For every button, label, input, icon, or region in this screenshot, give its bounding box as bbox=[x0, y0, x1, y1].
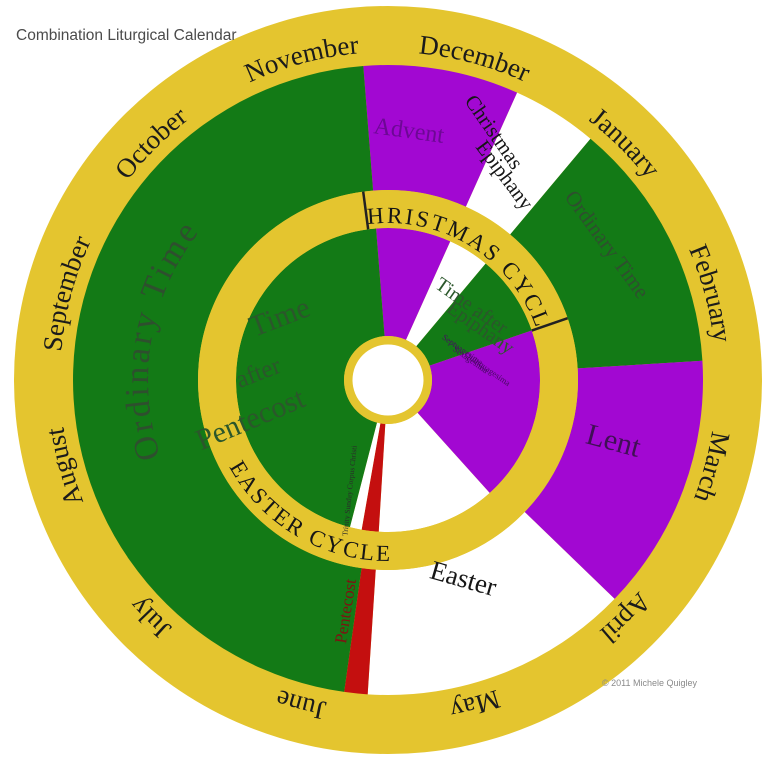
pre-lent-wedge bbox=[417, 330, 541, 493]
lent-wedge bbox=[524, 360, 703, 599]
christmas-cycle-end-bracket bbox=[531, 316, 569, 332]
pentecost-wedge bbox=[344, 568, 376, 695]
time-after-pentecost-wedge bbox=[235, 228, 385, 528]
advent-inner-wedge bbox=[376, 228, 451, 340]
copyright-text: © 2011 Michele Quigley bbox=[602, 678, 698, 688]
trinity-sliver-wedge bbox=[349, 422, 381, 530]
inner-pie bbox=[235, 228, 541, 533]
easter-inner-wedge bbox=[378, 412, 490, 533]
cycle-gold-ring bbox=[198, 190, 578, 570]
pentecost-inner-wedge bbox=[361, 423, 386, 532]
christmas-epiphany-wedge bbox=[465, 92, 591, 235]
page-title: Combination Liturgical Calendar bbox=[16, 27, 237, 44]
christmas-cycle-start-bracket bbox=[361, 191, 370, 230]
time-after-epiphany-wedge bbox=[416, 263, 532, 366]
ordinary-time-1-wedge bbox=[510, 138, 703, 369]
easter-wedge bbox=[367, 511, 615, 695]
seasons-ring bbox=[73, 64, 703, 695]
christmas-inner-wedge bbox=[406, 241, 486, 347]
ordinary-time-2-wedge bbox=[73, 65, 374, 692]
center-circle bbox=[352, 344, 424, 416]
advent-wedge bbox=[363, 64, 518, 207]
